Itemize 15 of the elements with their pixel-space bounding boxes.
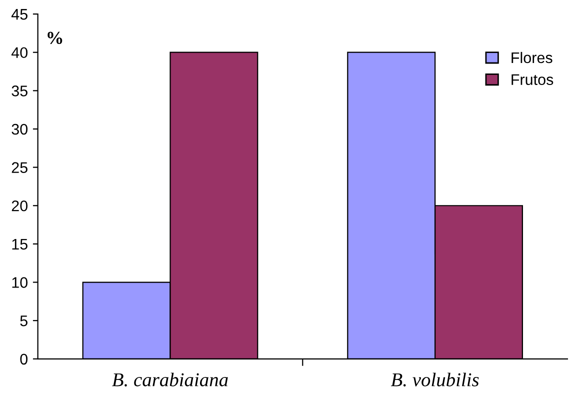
y-tick-label: 30 (12, 124, 28, 135)
legend-label: Frutos (512, 74, 554, 86)
y-tick-label: 15 (12, 238, 28, 250)
legend-label: Flores (512, 52, 552, 64)
y-tick-label: 45 (11, 9, 28, 20)
x-tick-label: B. volubilis (390, 372, 479, 386)
y-tick-label: 25 (12, 162, 28, 173)
y-tick-label: 10 (12, 277, 28, 288)
y-tick-label: 40 (11, 47, 28, 58)
y-tick-label: 35 (12, 86, 28, 96)
y-tick-label: 5 (20, 316, 28, 326)
y-tick-label: 20 (12, 200, 28, 212)
x-tick-label: B. carabiaiana (112, 372, 228, 386)
y-tick-label: 0 (20, 354, 28, 365)
y-axis-title: % (48, 32, 62, 44)
